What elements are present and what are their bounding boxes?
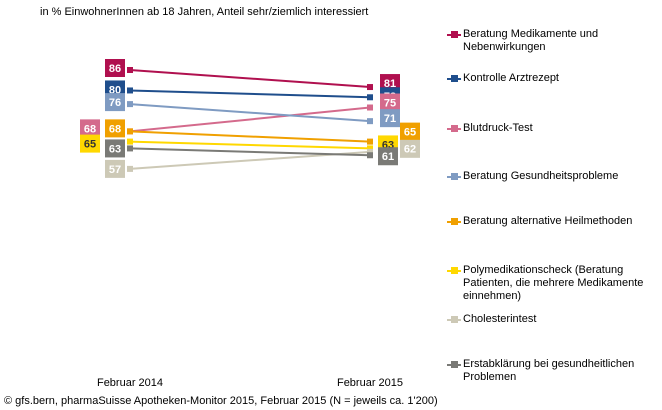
- line: [129, 140, 371, 150]
- marker: [367, 148, 373, 155]
- legend-item: Kontrolle Arztrezept: [447, 72, 659, 85]
- marker: [127, 138, 133, 145]
- data-label: 81: [384, 78, 396, 90]
- legend-swatch: [447, 358, 463, 371]
- legend-label: Beratung Medikamente und Nebenwirkungen: [463, 28, 599, 53]
- marker: [127, 87, 133, 94]
- label-box: [400, 139, 420, 158]
- source: © gfs.bern, pharmaSuisse Apotheken-Monit…: [4, 395, 438, 407]
- legend-swatch: [447, 28, 463, 41]
- data-label: 68: [109, 123, 121, 135]
- data-label: 57: [109, 164, 121, 176]
- legend-swatch: [447, 122, 463, 135]
- label-box: [80, 134, 100, 153]
- line: [129, 103, 371, 123]
- data-label: 76: [109, 97, 121, 109]
- data-label: 75: [384, 97, 396, 109]
- legend-swatch: [447, 313, 463, 326]
- label-box: [380, 93, 400, 112]
- data-label: 65: [84, 139, 96, 151]
- legend-label: Kontrolle Arztrezept: [463, 72, 559, 84]
- marker: [127, 101, 133, 108]
- marker: [367, 138, 373, 145]
- x-tick-label: Februar 2015: [337, 377, 403, 389]
- line: [129, 147, 371, 157]
- line: [129, 69, 371, 89]
- marker: [127, 128, 133, 135]
- legend-item: Beratung Medikamente und Nebenwirkungen: [447, 28, 659, 54]
- marker: [367, 145, 373, 152]
- legend-swatch: [447, 215, 463, 228]
- line: [129, 89, 371, 99]
- legend-label: Cholesterintest: [463, 313, 537, 325]
- legend-label: Beratung alternative Heilmethoden: [463, 215, 633, 227]
- legend-item: Blutdruck-Test: [447, 122, 659, 135]
- legend-item: Beratung alternative Heilmethoden: [447, 215, 659, 228]
- label-box: [400, 122, 420, 141]
- data-label: 68: [84, 123, 96, 135]
- label-box: [105, 139, 125, 158]
- legend-label: Polymedikationscheck (Beratung Patienten…: [463, 264, 644, 302]
- label-box: [378, 147, 398, 166]
- line: [129, 106, 371, 133]
- legend-swatch: [447, 264, 463, 277]
- data-label: 62: [404, 144, 416, 156]
- marker: [367, 94, 373, 101]
- data-label: 61: [382, 151, 394, 163]
- legend-item: Erstabklärung bei gesundheitlichen Probl…: [447, 358, 659, 384]
- label-box: [80, 119, 100, 138]
- label-box: [105, 159, 125, 178]
- marker: [367, 152, 373, 159]
- marker: [367, 118, 373, 125]
- label-box: [105, 119, 125, 138]
- legend-item: Polymedikationscheck (Beratung Patienten…: [447, 264, 659, 303]
- subtitle: in % EinwohnerInnen ab 18 Jahren, Anteil…: [40, 6, 368, 18]
- marker: [127, 67, 133, 73]
- x-tick-label: Februar 2014: [97, 377, 163, 389]
- marker: [367, 104, 373, 111]
- label-box: [380, 109, 400, 128]
- data-label: 63: [109, 143, 121, 155]
- marker: [127, 145, 133, 152]
- line: [129, 130, 371, 143]
- marker: [367, 84, 373, 91]
- data-label: 86: [109, 63, 121, 75]
- legend-item: Cholesterintest: [447, 313, 659, 326]
- legend-label: Erstabklärung bei gesundheitlichen Probl…: [463, 358, 635, 383]
- data-label: 71: [384, 113, 396, 125]
- legend-label: Blutdruck-Test: [463, 122, 533, 134]
- data-label: 65: [404, 127, 416, 139]
- marker: [127, 165, 133, 172]
- legend-swatch: [447, 72, 463, 85]
- legend-item: Beratung Gesundheitsprobleme: [447, 170, 659, 183]
- legend-swatch: [447, 170, 463, 183]
- legend-label: Beratung Gesundheitsprobleme: [463, 170, 619, 182]
- label-box: [105, 59, 125, 77]
- label-box: [105, 93, 125, 112]
